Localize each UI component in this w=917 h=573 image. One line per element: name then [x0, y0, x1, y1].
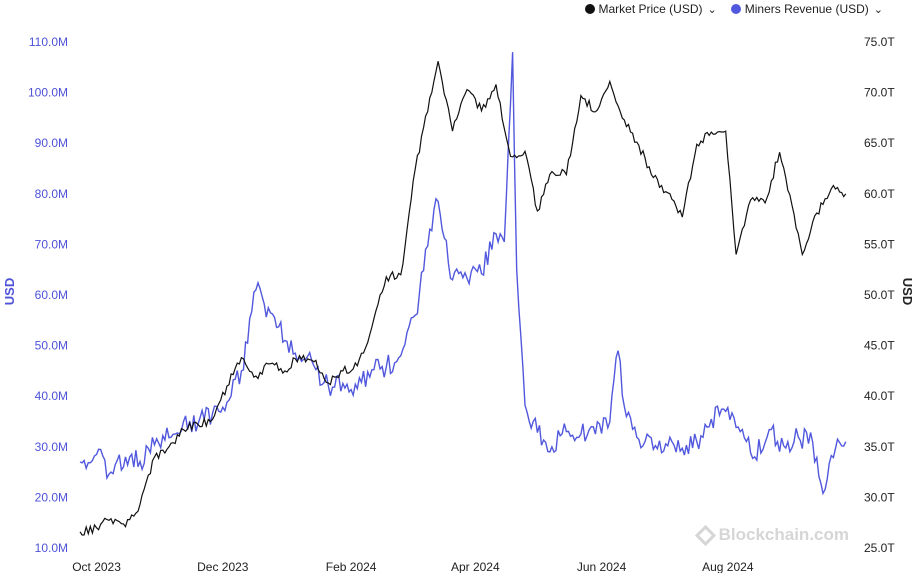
x-axis-ticks: Oct 2023 Dec 2023 Feb 2024 Apr 2024 Jun 2024… [72, 560, 754, 573]
watermark-text: Blockchain.com [718, 525, 849, 544]
legend-label-market-price: Market Price (USD) [598, 2, 703, 16]
miners-revenue-swatch [730, 4, 741, 14]
right-axis-tick-label: 40.0T [864, 389, 895, 403]
chevron-down-icon[interactable]: ⌄ [873, 3, 883, 16]
left-axis-tick-label: 20.0M [35, 490, 68, 504]
left-axis-tick-label: 50.0M [35, 339, 68, 353]
series-line-miners-revenue [79, 52, 847, 496]
x-axis-tick-label: Feb 2024 [326, 560, 377, 573]
x-axis-tick-label: Apr 2024 [451, 560, 500, 573]
x-axis-tick-label: Oct 2023 [72, 560, 121, 573]
left-axis-tick-label: 40.0M [35, 389, 68, 403]
left-axis-tick-label: 70.0M [35, 237, 68, 251]
left-axis-tick-label: 100.0M [28, 86, 68, 100]
right-axis-tick-label: 65.0T [864, 136, 895, 150]
legend-label-miners-revenue: Miners Revenue (USD) [744, 2, 869, 16]
series-line-market-price [79, 61, 847, 536]
right-axis-tick-label: 45.0T [864, 339, 895, 353]
chevron-down-icon[interactable]: ⌄ [707, 3, 717, 16]
right-axis-tick-label: 55.0T [864, 237, 895, 251]
legend-item-miners-revenue[interactable]: Miners Revenue (USD) ⌄ [730, 2, 883, 16]
legend: Market Price (USD) ⌄ Miners Revenue (USD… [584, 2, 883, 16]
right-axis-title: USD [899, 277, 915, 306]
right-axis-tick-label: 30.0T [864, 490, 895, 504]
watermark: Blockchain.com [694, 524, 849, 546]
x-axis-tick-label: Aug 2024 [702, 560, 754, 573]
right-axis-tick-label: 70.0T [864, 86, 895, 100]
legend-item-market-price[interactable]: Market Price (USD) ⌄ [584, 2, 717, 16]
left-axis-tick-label: 90.0M [35, 136, 68, 150]
left-axis-tick-label: 10.0M [35, 541, 68, 555]
right-axis-tick-label: 75.0T [864, 35, 895, 49]
x-axis-tick-label: Jun 2024 [577, 560, 627, 573]
left-axis-tick-label: 80.0M [35, 187, 68, 201]
left-axis-ticks: 10.0M 20.0M 30.0M 40.0M 50.0M 60.0M 70.0M 80.0M… [28, 35, 68, 555]
right-axis-ticks: 25.0T 30.0T 35.0T 40.0T 45.0T 50.0T 55.0T 60.0T… [864, 35, 895, 555]
right-axis-tick-label: 50.0T [864, 288, 895, 302]
left-axis-title: USD [2, 277, 18, 306]
right-axis-tick-label: 60.0T [864, 187, 895, 201]
x-axis-tick-label: Dec 2023 [197, 560, 249, 573]
left-axis-tick-label: 60.0M [35, 288, 68, 302]
left-axis-tick-label: 30.0M [35, 440, 68, 454]
right-axis-tick-label: 35.0T [864, 440, 895, 454]
left-axis-tick-label: 110.0M [29, 35, 68, 49]
blockchain-logo-icon [694, 524, 716, 546]
right-axis-tick-label: 25.0T [864, 541, 895, 555]
market-price-swatch [584, 4, 595, 14]
